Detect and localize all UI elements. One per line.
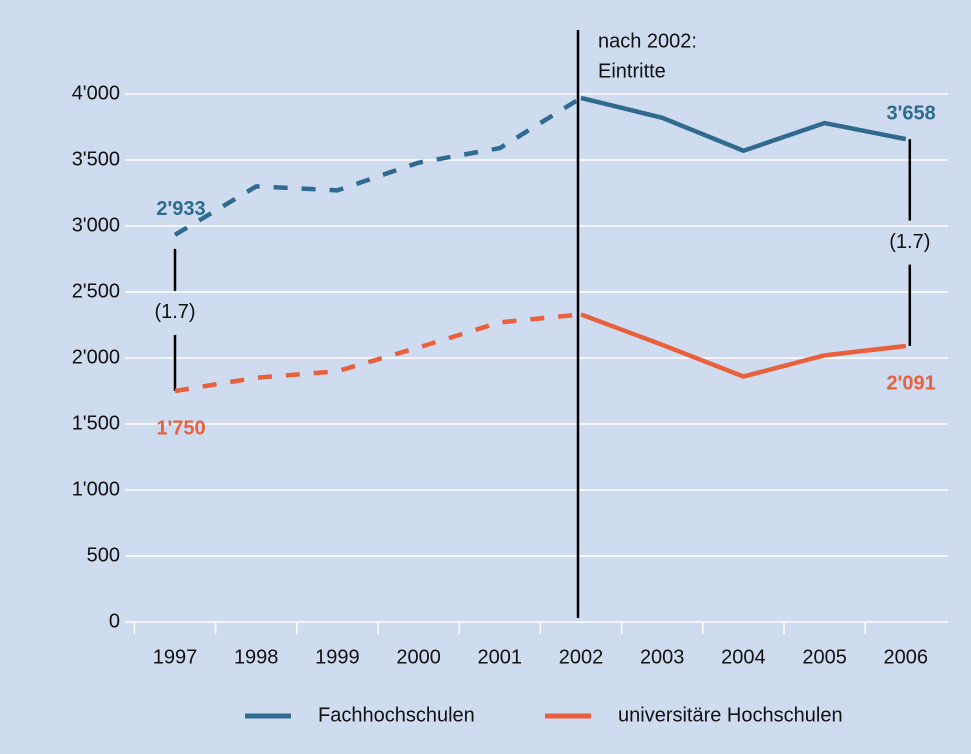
x-tick-label: 1997: [153, 646, 198, 668]
x-tick-label: 2002: [559, 646, 604, 668]
x-tick-label: 2003: [640, 646, 685, 668]
line: [174, 312, 582, 394]
ratio-label: (1.7): [889, 231, 930, 253]
value-label: 2'091: [887, 372, 936, 394]
line: [580, 95, 907, 154]
value-label: 2'933: [156, 198, 205, 220]
x-tick-label: 2005: [802, 646, 847, 668]
y-tick-label: 3'500: [72, 148, 120, 170]
ratio-label: (1.7): [154, 301, 195, 323]
annotation: nach 2002:: [598, 30, 697, 52]
value-label: 3'658: [887, 102, 936, 124]
x-tick-label: 1999: [315, 646, 360, 668]
legend-label: Fachhochschulen: [318, 704, 475, 726]
line: [580, 312, 907, 379]
x-tick-label: 2006: [884, 646, 929, 668]
annotation: Eintritte: [598, 60, 666, 82]
y-tick-label: 2'000: [72, 346, 120, 368]
y-tick-label: 0: [109, 610, 120, 632]
y-tick-label: 2'500: [72, 280, 120, 302]
x-tick-label: 2004: [721, 646, 766, 668]
value-label: 1'750: [156, 417, 205, 439]
x-tick-label: 1998: [234, 646, 279, 668]
y-tick-label: 1'000: [72, 478, 120, 500]
x-tick-label: 2001: [478, 646, 523, 668]
y-tick-label: 3'000: [72, 214, 120, 236]
x-tick-label: 2000: [396, 646, 441, 668]
y-tick-label: 1'500: [72, 412, 120, 434]
legend-label: universitäre Hochschulen: [618, 704, 843, 726]
y-tick-label: 500: [87, 544, 120, 566]
y-tick-label: 4'000: [72, 82, 120, 104]
